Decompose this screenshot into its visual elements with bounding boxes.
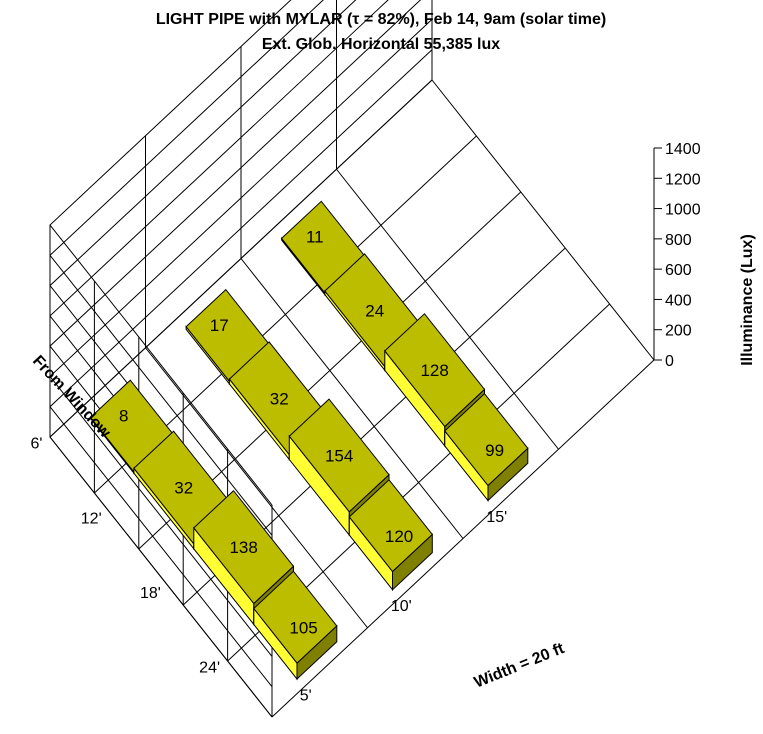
y-tick-label: 12': [81, 510, 102, 527]
z-tick-label: 1000: [665, 202, 701, 219]
chart-title: LIGHT PIPE with MYLAR (τ = 82%), Feb 14,…: [156, 11, 606, 28]
ribbons: 8 32 138 105 17 32 154 120 11 24 128 99: [89, 200, 529, 681]
data-label: 8: [119, 407, 128, 426]
data-label: 138: [229, 538, 257, 557]
x-axis-label: Width = 20 ft: [472, 640, 567, 692]
data-label: 11: [306, 228, 324, 247]
ribbon-top: [348, 479, 433, 573]
data-label: 99: [485, 441, 504, 460]
z-tick-label: 0: [665, 353, 674, 370]
data-label: 24: [365, 301, 384, 320]
z-tick-label: 800: [665, 232, 692, 249]
data-label: 32: [270, 389, 289, 408]
z-axis-label: Illuminance (Lux): [739, 234, 756, 366]
ribbon-top: [384, 313, 486, 428]
data-label: 17: [210, 316, 229, 335]
data-label: 154: [325, 446, 353, 465]
ribbon-top: [193, 489, 295, 605]
z-tick-label: 1200: [665, 171, 701, 188]
x-tick-label: 5': [300, 687, 312, 704]
x-tick-label: 15': [486, 509, 507, 526]
gridline-floor: [431, 79, 655, 361]
ribbon-top: [253, 570, 338, 664]
data-label: 128: [420, 361, 448, 380]
chart-subtitle: Ext. Glob. Horizontal 55,385 lux: [262, 36, 500, 53]
ribbon-top: [444, 392, 529, 487]
data-label: 105: [289, 619, 317, 638]
gridline-floor: [240, 258, 464, 539]
z-tick-label: 200: [665, 323, 692, 340]
y-axis-label: From Window: [29, 353, 114, 442]
y-tick-label: 6': [30, 436, 42, 453]
y-tick-label: 18': [140, 585, 161, 602]
ribbon-top: [288, 398, 390, 513]
y-tick-label: 24': [199, 660, 220, 677]
z-tick-label: 400: [665, 292, 692, 309]
tick-labels: 0 200 400 600 800 1000 1200 1400 6' 12' 18' 24' 5' 10…: [30, 141, 700, 704]
gridline-floor: [145, 347, 368, 629]
z-tick-label: 1400: [665, 141, 701, 158]
data-label: 32: [174, 479, 193, 498]
gridline-floor: [336, 168, 559, 450]
x-tick-label: 10': [391, 598, 412, 615]
data-label: 120: [385, 527, 413, 546]
gridline-floor: [49, 436, 273, 718]
z-tick-label: 600: [665, 262, 692, 279]
